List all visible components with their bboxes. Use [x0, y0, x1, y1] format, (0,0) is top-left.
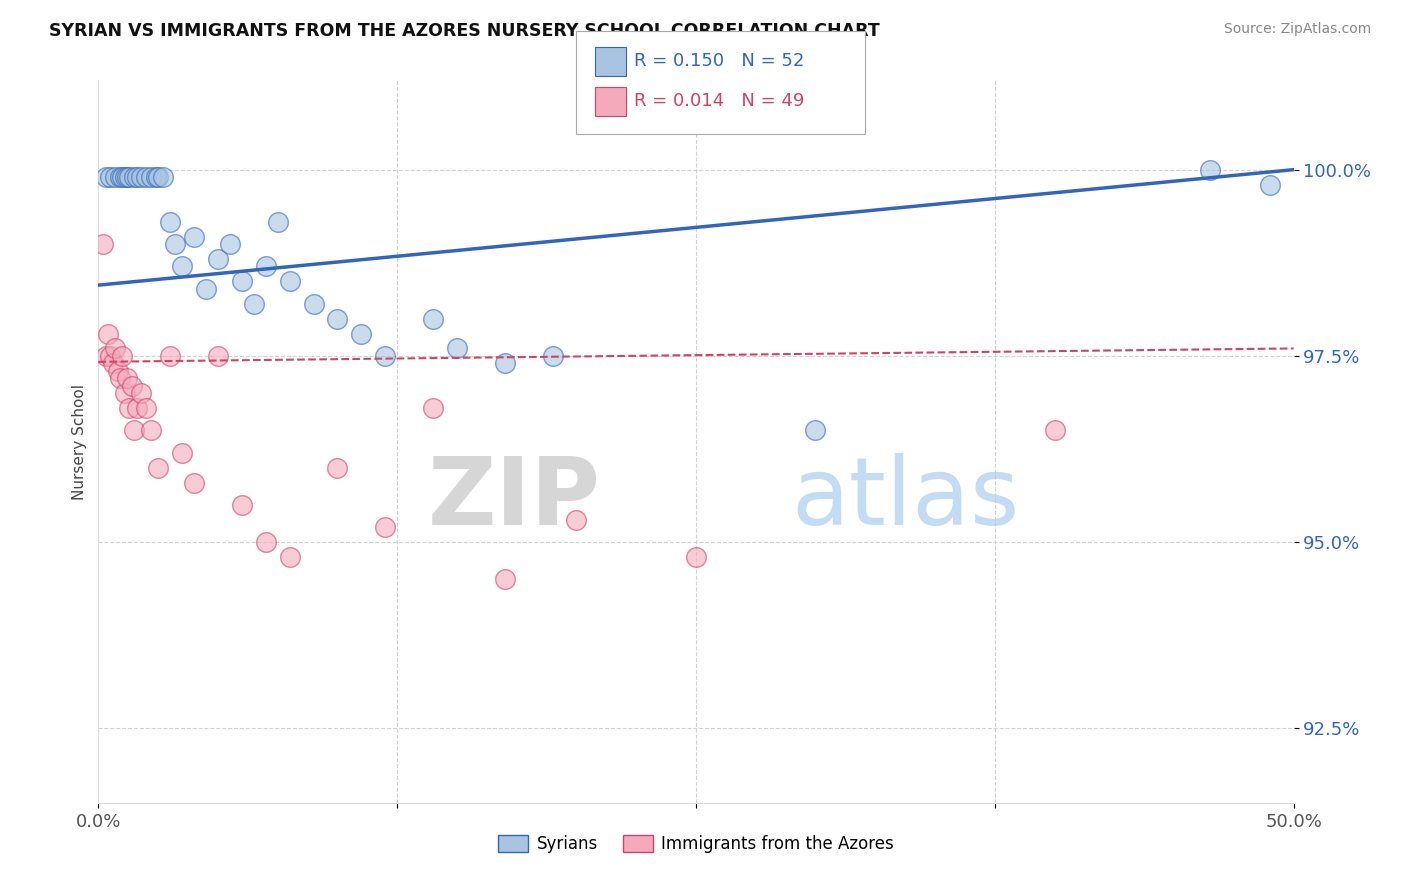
Point	[135, 170, 157, 185]
Point	[125, 170, 148, 185]
Point	[231, 274, 253, 288]
Point	[446, 342, 468, 356]
Point	[114, 170, 136, 185]
Point	[565, 513, 588, 527]
Point	[243, 297, 266, 311]
Point	[183, 475, 205, 490]
Point	[326, 311, 349, 326]
Point	[422, 401, 444, 415]
Point	[207, 349, 229, 363]
Point	[145, 170, 167, 185]
Point	[152, 170, 174, 185]
Point	[139, 423, 162, 437]
Point	[374, 520, 396, 534]
Text: ZIP: ZIP	[427, 453, 600, 545]
Point	[350, 326, 373, 341]
Point	[121, 378, 143, 392]
Point	[108, 371, 131, 385]
Point	[135, 401, 157, 415]
Point	[115, 170, 138, 185]
Point	[278, 549, 301, 564]
Point	[124, 170, 146, 185]
Point	[231, 498, 253, 512]
Point	[163, 237, 186, 252]
Point	[326, 460, 349, 475]
Point	[1043, 423, 1066, 437]
Point	[685, 549, 707, 564]
Point	[125, 401, 148, 415]
Point	[108, 170, 131, 185]
Point	[139, 170, 162, 185]
Point	[131, 386, 153, 401]
Point	[207, 252, 229, 266]
Point	[494, 356, 516, 370]
Point	[172, 260, 194, 274]
Point	[278, 274, 301, 288]
Point	[97, 326, 120, 341]
Point	[159, 215, 181, 229]
Point	[148, 170, 170, 185]
Point	[183, 229, 205, 244]
Y-axis label: Nursery School: Nursery School	[72, 384, 87, 500]
Text: R = 0.150   N = 52: R = 0.150 N = 52	[634, 52, 804, 70]
Point	[124, 423, 146, 437]
Point	[267, 215, 290, 229]
Point	[254, 260, 277, 274]
Text: atlas: atlas	[792, 453, 1019, 545]
Text: R = 0.014   N = 49: R = 0.014 N = 49	[634, 92, 804, 110]
Point	[195, 282, 218, 296]
Point	[115, 371, 138, 385]
Point	[94, 170, 117, 185]
Point	[101, 356, 124, 370]
Point	[111, 349, 134, 363]
Point	[98, 349, 122, 363]
Point	[104, 170, 127, 185]
Point	[114, 386, 136, 401]
Point	[107, 364, 129, 378]
Point	[541, 349, 564, 363]
Point	[374, 349, 396, 363]
Legend: Syrians, Immigrants from the Azores: Syrians, Immigrants from the Azores	[492, 828, 900, 860]
Point	[118, 401, 141, 415]
Point	[422, 311, 444, 326]
Point	[98, 170, 122, 185]
Point	[254, 535, 277, 549]
Point	[302, 297, 325, 311]
Point	[172, 446, 194, 460]
Point	[118, 170, 141, 185]
Point	[148, 460, 170, 475]
Point	[219, 237, 242, 252]
Point	[1258, 178, 1281, 192]
Point	[1199, 162, 1222, 177]
Point	[159, 349, 181, 363]
Text: Source: ZipAtlas.com: Source: ZipAtlas.com	[1223, 22, 1371, 37]
Point	[111, 170, 134, 185]
Point	[104, 342, 127, 356]
Point	[494, 572, 516, 586]
Point	[91, 237, 114, 252]
Point	[94, 349, 117, 363]
Text: SYRIAN VS IMMIGRANTS FROM THE AZORES NURSERY SCHOOL CORRELATION CHART: SYRIAN VS IMMIGRANTS FROM THE AZORES NUR…	[49, 22, 880, 40]
Point	[804, 423, 827, 437]
Point	[131, 170, 153, 185]
